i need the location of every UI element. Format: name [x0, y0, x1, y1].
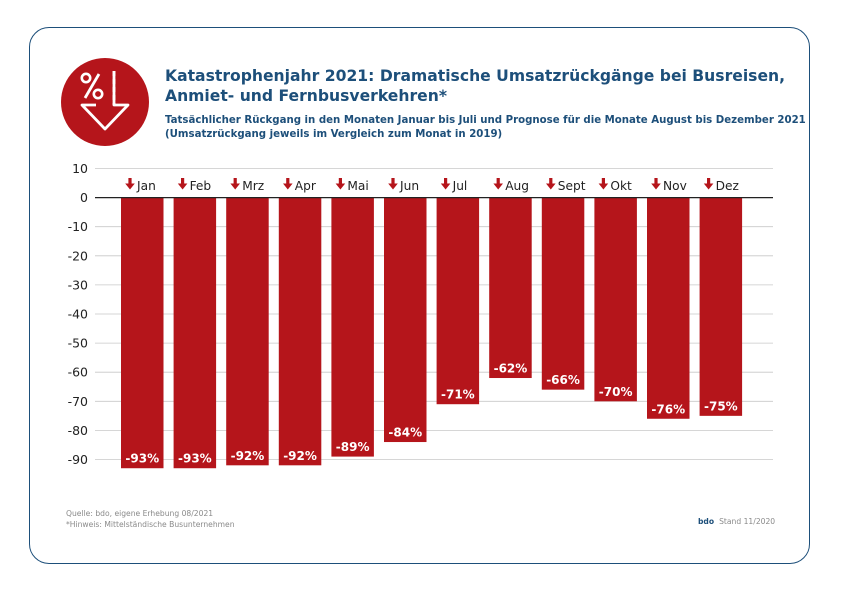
y-tick-label: -90: [68, 452, 88, 467]
y-tick-label: -40: [68, 307, 88, 322]
x-tick-label: Okt: [610, 179, 632, 193]
x-tick-label: Dez: [716, 179, 739, 193]
down-arrow-icon: [125, 178, 135, 190]
y-tick-label: -50: [68, 336, 88, 351]
y-tick-label: -60: [68, 365, 88, 380]
percent-down-arrow-icon: [61, 58, 149, 146]
data-label: -92%: [283, 449, 317, 463]
chart-subtitle-line: (Umsatzrückgang jeweils im Vergleich zum…: [165, 129, 503, 140]
y-tick-label: 0: [80, 190, 88, 205]
bar: [647, 197, 690, 419]
x-tick-label: Feb: [190, 179, 212, 193]
bar: [331, 197, 374, 457]
bar: [121, 197, 164, 469]
chart-subtitle-line: Tatsächlicher Rückgang in den Monaten Ja…: [165, 115, 806, 126]
bar: [436, 197, 480, 405]
y-tick-label: -70: [68, 394, 88, 409]
y-tick-label: -30: [68, 277, 88, 292]
x-tick-label: Apr: [295, 179, 317, 193]
down-arrow-icon: [493, 178, 504, 190]
down-arrow-icon: [388, 178, 398, 190]
data-label: -93%: [125, 452, 159, 466]
down-arrow-icon: [283, 178, 293, 190]
data-label: -92%: [231, 449, 265, 463]
source-note: Quelle: bdo, eigene Erhebung 08/2021: [66, 509, 214, 518]
stand-date: bdo Stand 11/2020: [698, 517, 775, 526]
bar: [173, 197, 217, 469]
x-tick-label: Jan: [136, 179, 156, 193]
x-tick-label: Sept: [558, 179, 586, 193]
data-label: -89%: [336, 440, 370, 454]
down-arrow-icon: [230, 178, 240, 190]
bar: [594, 197, 637, 402]
data-label: -93%: [178, 452, 212, 466]
bar: [278, 197, 322, 466]
data-label: -70%: [599, 385, 633, 399]
bar: [489, 197, 532, 379]
down-arrow-icon: [703, 178, 714, 190]
down-arrow-icon: [440, 178, 451, 190]
data-label: -76%: [651, 402, 685, 416]
down-arrow-icon: [546, 178, 556, 190]
x-tick-label: Jun: [399, 179, 419, 193]
y-tick-label: -80: [68, 423, 88, 438]
x-tick-label: Nov: [663, 179, 687, 193]
hint-note: *Hinweis: Mittelständische Busunternehme…: [66, 520, 235, 529]
y-tick-label: -20: [68, 248, 88, 263]
bar: [226, 197, 269, 466]
data-label: -71%: [441, 388, 475, 402]
bdo-logo: bdo: [698, 517, 715, 526]
bar: [699, 197, 743, 416]
data-label: -66%: [546, 373, 580, 387]
data-label: -62%: [494, 362, 528, 376]
down-arrow-icon: [598, 178, 609, 190]
chart-subtitle: Tatsächlicher Rückgang in den Monaten Ja…: [165, 114, 806, 142]
x-tick-label: Mai: [347, 179, 368, 193]
chart-title-line: Katastrophenjahr 2021: Dramatische Umsat…: [165, 67, 786, 85]
bar: [541, 197, 585, 390]
down-arrow-icon: [177, 178, 188, 190]
x-tick-label: Jul: [452, 179, 468, 193]
bar: [384, 197, 427, 443]
x-tick-label: Mrz: [242, 179, 264, 193]
y-tick-label: -10: [68, 219, 88, 234]
down-arrow-icon: [651, 178, 661, 190]
chart-title-line: Anmiet- und Fernbusverkehren*: [165, 87, 448, 105]
data-label: -75%: [704, 399, 738, 413]
y-tick-label: 10: [72, 161, 88, 176]
x-tick-label: Aug: [505, 179, 529, 193]
stand-text: Stand 11/2020: [719, 517, 776, 526]
chart-title: Katastrophenjahr 2021: Dramatische Umsat…: [165, 66, 805, 106]
data-label: -84%: [388, 426, 422, 440]
down-arrow-icon: [335, 178, 346, 190]
